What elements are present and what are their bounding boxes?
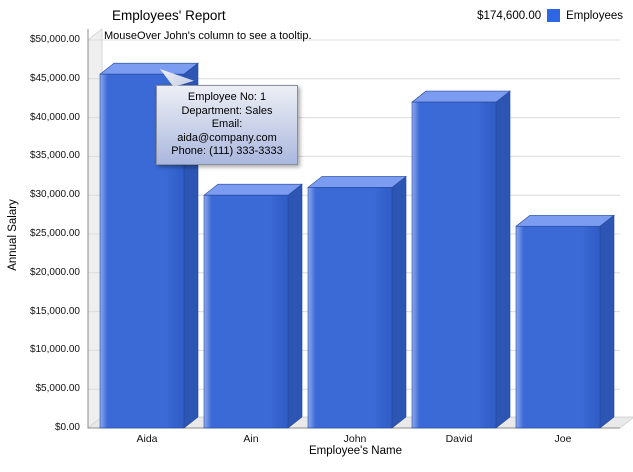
bar-side-face: [391, 175, 407, 429]
tooltip-content: Employee No: 1 Department: Sales Email: aid…: [161, 91, 293, 159]
tooltip-line: Phone: (111) 333-3333: [171, 145, 283, 157]
bar-david[interactable]: [411, 90, 511, 429]
bar-top-face: [203, 183, 303, 196]
x-tick-label: Joe: [554, 433, 572, 445]
x-tick-label: Ain: [243, 433, 259, 445]
tooltip-line: Email:: [211, 118, 243, 130]
bar-ain[interactable]: [203, 183, 303, 429]
bar-side-face: [287, 183, 303, 429]
legend: $174,600.00 Employees: [477, 9, 623, 22]
x-tick-label: Aida: [136, 433, 158, 445]
y-tick-label: $20,000.00: [29, 266, 80, 278]
bar-side-face: [495, 90, 511, 429]
bar-side-face: [599, 214, 615, 429]
y-tick-label: $35,000.00: [29, 150, 80, 162]
y-tick-label: $25,000.00: [29, 228, 80, 239]
y-tick-label: $50,000.00: [29, 34, 80, 45]
tooltip-line: Employee No: 1: [187, 91, 267, 103]
bar-top-face: [99, 62, 199, 75]
bar-top-face: [307, 176, 407, 188]
tooltip-line: aida@company.com: [177, 131, 277, 144]
bar-front-face: [203, 194, 289, 429]
y-tick-label: $15,000.00: [29, 305, 80, 317]
bar-joe[interactable]: [515, 214, 615, 429]
legend-total-value: $174,600.00: [477, 9, 542, 22]
legend-swatch: [547, 9, 561, 22]
chart-title: Employees' Report: [112, 8, 226, 23]
annotation-text: MouseOver John's column to see a tooltip…: [104, 30, 312, 42]
bar-john[interactable]: [307, 175, 407, 429]
y-tick-label: $40,000.00: [29, 111, 80, 123]
x-axis-title: Employee's Name: [309, 445, 402, 457]
x-tick-label: John: [343, 433, 367, 445]
y-tick-label: $0.00: [54, 422, 80, 433]
bar-top-face: [515, 214, 615, 227]
bar-front-face: [411, 101, 497, 429]
y-tick-label: $5,000.00: [35, 383, 81, 395]
legend-series-label: Employees: [566, 9, 623, 22]
tooltip-line: Department: Sales: [181, 104, 273, 117]
x-tick-label: David: [445, 433, 473, 445]
y-tick-label: $45,000.00: [29, 72, 80, 84]
bar-front-face: [307, 187, 393, 429]
bar-front-face: [515, 225, 601, 429]
tooltip: Employee No: 1 Department: Sales Email: aid…: [156, 69, 298, 165]
bar-top-face: [411, 90, 511, 103]
y-tick-label: $30,000.00: [29, 189, 80, 201]
y-tick-label: $10,000.00: [29, 344, 80, 356]
